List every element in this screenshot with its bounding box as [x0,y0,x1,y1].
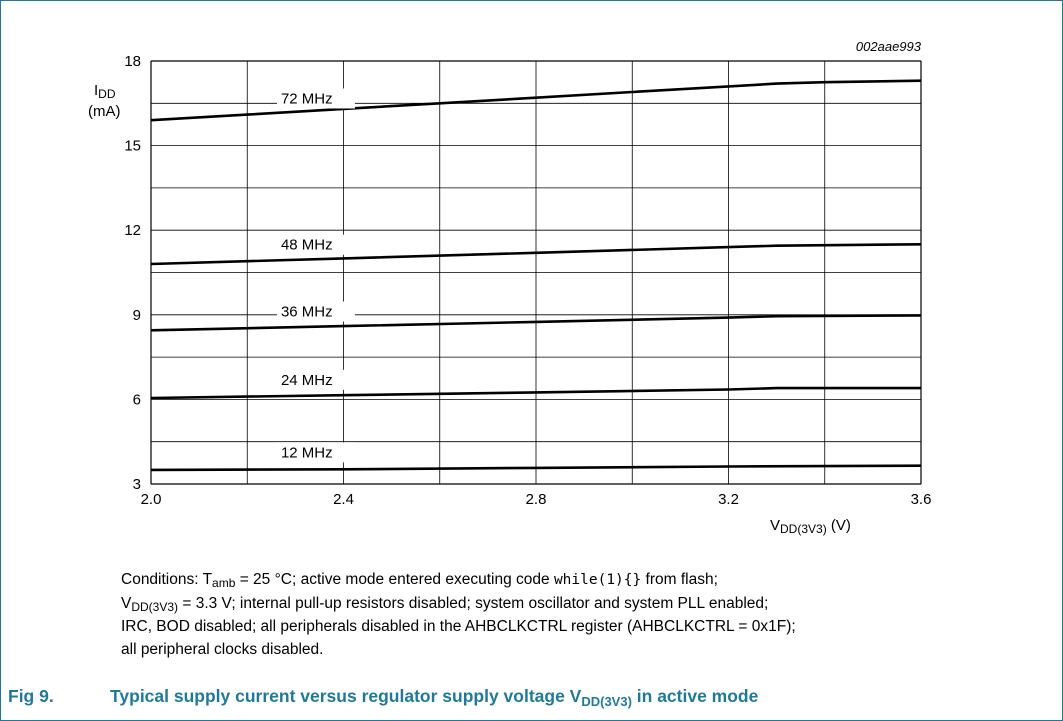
conditions-text: Conditions: T [121,571,213,588]
caption-text: in active mode [631,686,759,706]
y-tick-label: 15 [124,138,141,155]
x-axis-unit: (V) [830,517,851,534]
x-tick-label: 2.4 [333,491,354,508]
chart-ticks: 2.0 2.4 2.8 3.2 3.6 3 6 9 12 15 18 [124,53,931,508]
chart-grid [150,60,922,485]
y-axis-symbol: I [94,82,99,99]
x-tick-label: 2.0 [141,491,162,508]
series-label: 72 MHz [281,90,333,107]
conditions-text: = 25 °C; active mode entered executing c… [235,571,554,588]
conditions-text: from flash; [641,571,718,588]
figure-id: 002aae993 [856,39,922,54]
x-tick-label: 3.2 [718,491,739,508]
series-label-background [276,369,355,390]
conditions-subscript: amb [212,576,236,590]
x-axis-symbol: V [770,517,781,534]
conditions-text: V [121,595,132,612]
conditions-text: IRC, BOD disabled; all peripherals disab… [121,618,796,635]
x-axis-title: VDD(3V3) (V) [770,517,851,538]
series-label-background [276,88,355,109]
x-tick-label: 3.6 [911,491,932,508]
y-axis-unit: (mA) [88,103,121,120]
series-label: 12 MHz [281,444,333,461]
chart: 2.0 2.4 2.8 3.2 3.6 3 6 9 12 15 18 72 MHz 48 MHz 36 … [124,39,931,508]
y-tick-label: 6 [133,391,141,408]
series-label-background [276,301,355,322]
series-label-background [276,442,355,463]
conditions-text: all peripheral clocks disabled. [121,641,324,658]
conditions-code: while(1){} [553,572,642,588]
chart-series-labels: 72 MHz 48 MHz 36 MHz 24 MHz 12 MHz [276,88,355,463]
series-line [150,79,922,122]
series-line [150,464,922,472]
y-tick-label: 9 [133,307,141,324]
conditions-note: Conditions: Tamb = 25 °C; active mode en… [121,568,1046,661]
series-line [150,314,922,332]
series-label-background [276,234,355,255]
x-axis-subscript: DD(3V3) [780,522,827,536]
figure-number: Fig 9. [8,686,54,706]
figure-caption: Fig 9. Typical supply current versus regu… [8,686,759,709]
chart-lines [150,79,922,472]
y-tick-label: 18 [124,53,141,70]
conditions-subscript: DD(3V3) [131,600,179,614]
y-tick-label: 3 [133,476,141,493]
series-label: 24 MHz [281,372,333,389]
y-axis-title: IDD (mA) [88,82,121,120]
y-tick-label: 12 [124,222,141,239]
caption-subscript: DD(3V3) [581,694,632,709]
conditions-text: = 3.3 V; internal pull-up resistors disa… [178,595,769,612]
caption-text: Typical supply current versus regulator … [110,686,582,706]
series-line [150,386,921,400]
series-label: 48 MHz [281,237,333,254]
series-line [150,243,922,266]
y-axis-subscript: DD [98,87,116,101]
series-label: 36 MHz [281,304,333,321]
x-tick-label: 2.8 [526,491,547,508]
